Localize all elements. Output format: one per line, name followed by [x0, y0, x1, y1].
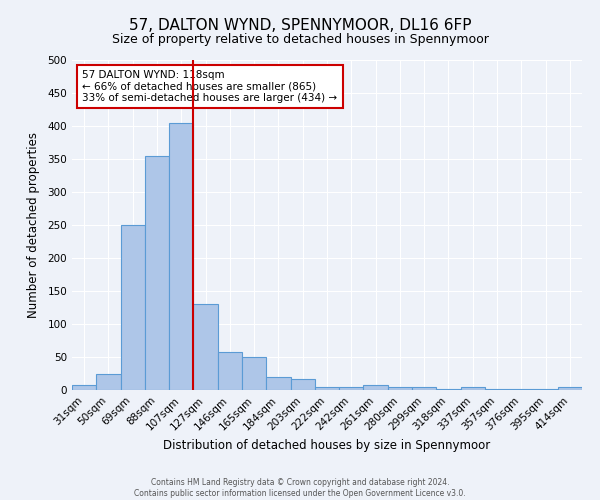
Bar	[96, 374, 121, 390]
Text: 57, DALTON WYND, SPENNYMOOR, DL16 6FP: 57, DALTON WYND, SPENNYMOOR, DL16 6FP	[129, 18, 471, 32]
Y-axis label: Number of detached properties: Number of detached properties	[28, 132, 40, 318]
Text: 57 DALTON WYND: 118sqm
← 66% of detached houses are smaller (865)
33% of semi-de: 57 DALTON WYND: 118sqm ← 66% of detached…	[82, 70, 337, 103]
Bar	[145, 156, 169, 390]
Bar	[169, 122, 193, 390]
Bar	[290, 380, 315, 390]
X-axis label: Distribution of detached houses by size in Spennymoor: Distribution of detached houses by size …	[163, 438, 491, 452]
Bar	[218, 352, 242, 390]
Bar	[558, 388, 582, 390]
Bar	[266, 377, 290, 390]
Bar	[364, 386, 388, 390]
Bar	[339, 388, 364, 390]
Bar	[242, 357, 266, 390]
Bar	[193, 304, 218, 390]
Bar	[388, 386, 412, 390]
Text: Size of property relative to detached houses in Spennymoor: Size of property relative to detached ho…	[112, 32, 488, 46]
Text: Contains HM Land Registry data © Crown copyright and database right 2024.
Contai: Contains HM Land Registry data © Crown c…	[134, 478, 466, 498]
Bar	[461, 388, 485, 390]
Bar	[315, 386, 339, 390]
Bar	[121, 225, 145, 390]
Bar	[72, 386, 96, 390]
Bar	[412, 386, 436, 390]
